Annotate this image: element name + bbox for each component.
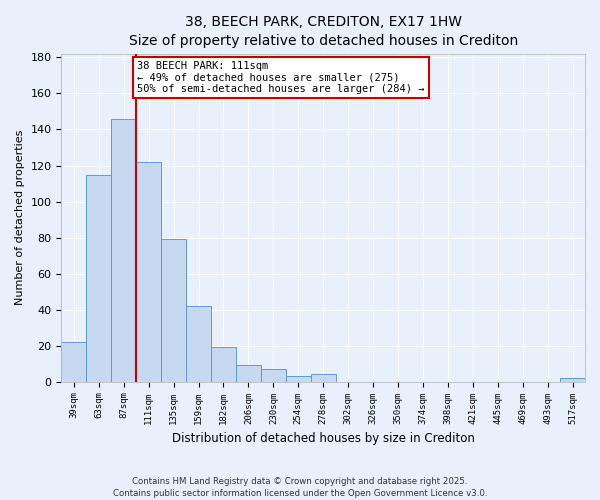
Text: Contains HM Land Registry data © Crown copyright and database right 2025.
Contai: Contains HM Land Registry data © Crown c… <box>113 476 487 498</box>
Y-axis label: Number of detached properties: Number of detached properties <box>15 130 25 306</box>
Bar <box>211 348 236 382</box>
Bar <box>186 306 211 382</box>
Bar <box>86 174 111 382</box>
Bar <box>161 240 186 382</box>
Bar <box>111 118 136 382</box>
Bar <box>136 162 161 382</box>
Bar <box>560 378 585 382</box>
Text: 38 BEECH PARK: 111sqm
← 49% of detached houses are smaller (275)
50% of semi-det: 38 BEECH PARK: 111sqm ← 49% of detached … <box>137 61 425 94</box>
Bar <box>61 342 86 382</box>
Bar <box>261 369 286 382</box>
X-axis label: Distribution of detached houses by size in Crediton: Distribution of detached houses by size … <box>172 432 475 445</box>
Bar <box>286 376 311 382</box>
Bar <box>311 374 335 382</box>
Title: 38, BEECH PARK, CREDITON, EX17 1HW
Size of property relative to detached houses : 38, BEECH PARK, CREDITON, EX17 1HW Size … <box>128 15 518 48</box>
Bar <box>236 366 261 382</box>
